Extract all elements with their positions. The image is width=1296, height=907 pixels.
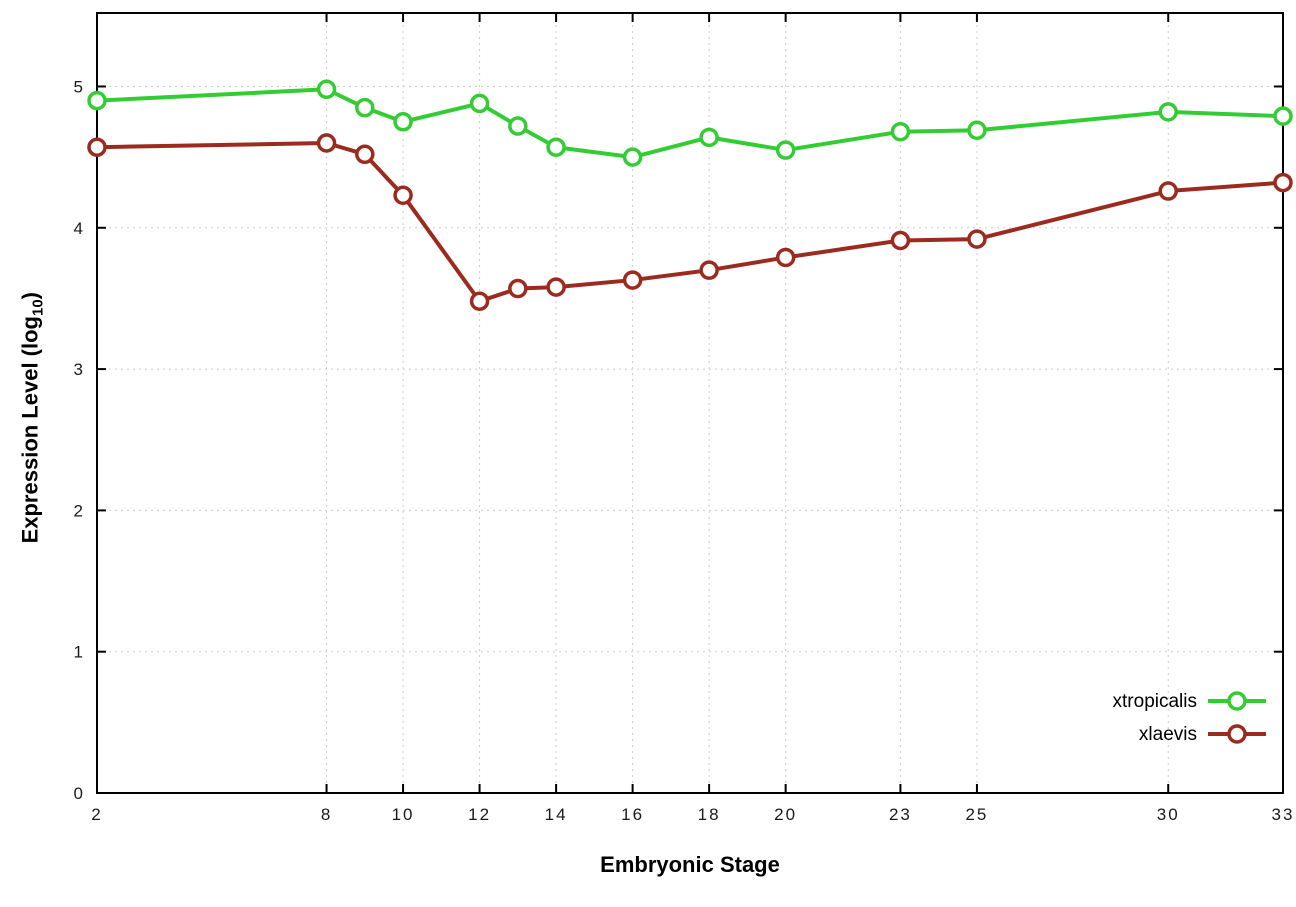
- marker-xlaevis: [890, 230, 911, 251]
- marker-xtropicalis: [622, 147, 643, 167]
- marker-xtropicalis: [1158, 102, 1178, 122]
- x-tick-label: 12: [468, 805, 491, 824]
- marker-xlaevis: [508, 278, 528, 299]
- marker-xlaevis: [393, 185, 413, 206]
- y-tick-label: 5: [74, 77, 83, 96]
- y-tick-label: 2: [74, 501, 83, 520]
- x-tick-label: 16: [621, 805, 644, 824]
- y-axis-label-close: ): [17, 291, 43, 300]
- marker-xtropicalis: [1273, 106, 1293, 126]
- marker-xlaevis: [1273, 172, 1293, 193]
- marker-xtropicalis: [546, 137, 566, 157]
- x-tick-label: 8: [321, 805, 332, 824]
- marker-xlaevis: [1158, 181, 1178, 201]
- x-tick-label: 33: [1272, 805, 1295, 824]
- marker-xtropicalis: [393, 112, 413, 132]
- y-tick-label: 0: [74, 784, 83, 803]
- marker-xtropicalis: [890, 121, 911, 142]
- legend-marker-xtropicalis: [1227, 691, 1247, 711]
- marker-xlaevis: [316, 133, 337, 153]
- y-axis-label: Expression Level (log10): [17, 238, 46, 598]
- marker-xlaevis: [546, 277, 566, 297]
- x-axis-label: Embryonic Stage: [600, 852, 780, 877]
- x-tick-label: 2: [91, 805, 102, 824]
- y-axis-label-text: Expression Level (log: [17, 316, 43, 544]
- marker-xtropicalis: [355, 97, 375, 118]
- x-tick-label: 20: [774, 805, 797, 824]
- legend-label-xtropicalis: xtropicalis: [1113, 691, 1197, 712]
- marker-xlaevis: [967, 229, 987, 249]
- marker-xtropicalis: [775, 140, 796, 160]
- marker-xtropicalis: [469, 93, 490, 114]
- marker-xlaevis: [775, 247, 796, 268]
- marker-xlaevis: [622, 270, 643, 290]
- marker-xlaevis: [87, 137, 107, 157]
- axis-border: [96, 12, 1284, 794]
- series-line-xtropicalis: [95, 87, 1285, 160]
- x-tick-label: 25: [965, 805, 988, 824]
- y-axis-label-sub: 10: [29, 299, 47, 317]
- legend-marker-xlaevis: [1227, 724, 1247, 744]
- x-tick-label: 10: [392, 805, 415, 824]
- marker-xtropicalis: [967, 120, 987, 141]
- marker-xtropicalis: [508, 116, 528, 136]
- series-line-xlaevis: [95, 141, 1285, 304]
- y-tick-label: 1: [74, 643, 83, 662]
- marker-xlaevis: [699, 260, 719, 280]
- marker-xtropicalis: [87, 90, 107, 111]
- x-tick-label: 23: [889, 805, 912, 824]
- legend-label-xlaevis: xlaevis: [1139, 724, 1197, 745]
- x-tick-label: 14: [545, 805, 568, 824]
- marker-xtropicalis: [316, 79, 337, 100]
- marker-xlaevis: [355, 144, 375, 165]
- marker-xtropicalis: [699, 127, 719, 148]
- y-tick-label: 4: [74, 219, 83, 238]
- x-tick-label: 30: [1157, 805, 1180, 824]
- marker-xlaevis: [469, 291, 490, 312]
- y-tick-label: 3: [74, 360, 83, 379]
- x-tick-label: 18: [698, 805, 721, 824]
